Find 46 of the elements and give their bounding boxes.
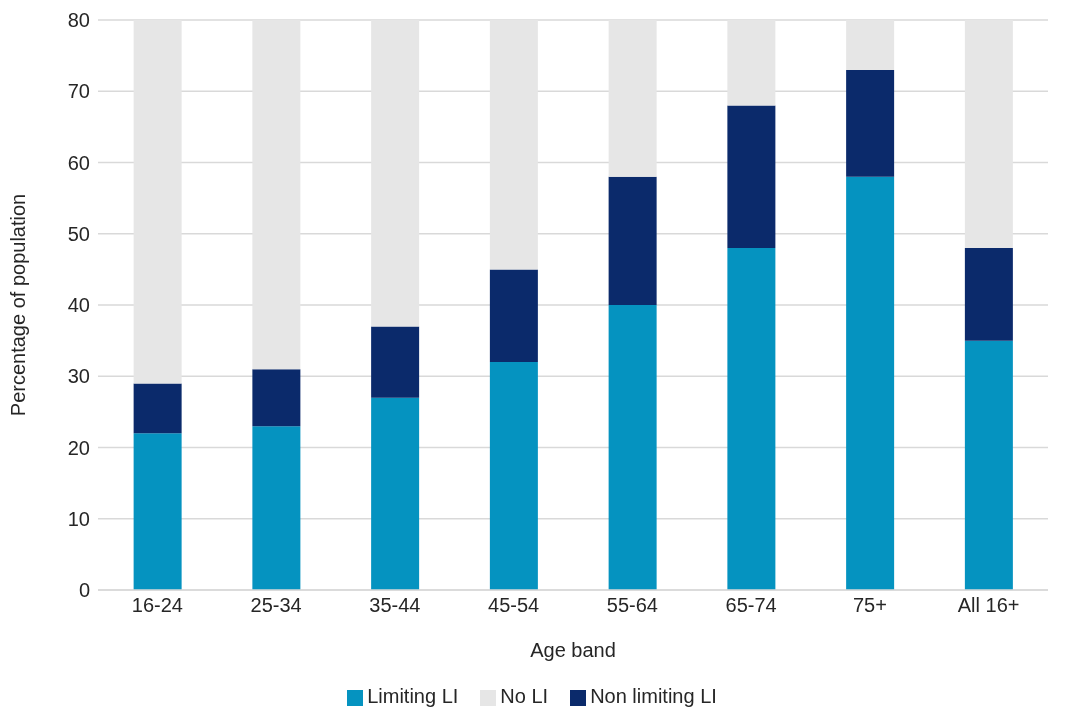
x-tick-label: 25-34 xyxy=(250,594,302,617)
legend-label: Non limiting LI xyxy=(590,685,717,707)
y-tick-label: 50 xyxy=(67,222,90,245)
x-tick-label: 75+ xyxy=(852,594,887,617)
bar xyxy=(608,20,657,177)
y-tick-label: 60 xyxy=(67,151,90,174)
bar xyxy=(964,340,1013,590)
legend-label: No LI xyxy=(500,685,549,707)
y-tick-label: 30 xyxy=(67,365,90,388)
x-tick-label: 16-24 xyxy=(131,594,183,617)
y-tick-label: 70 xyxy=(67,80,90,103)
legend-label: Limiting LI xyxy=(367,685,459,707)
bar xyxy=(489,362,538,590)
x-tick-label: 55-64 xyxy=(606,594,658,617)
bar xyxy=(727,105,776,248)
bar xyxy=(608,305,657,590)
bar xyxy=(133,383,182,434)
bar xyxy=(489,20,538,270)
x-axis-title: Age band xyxy=(530,639,616,661)
y-tick-label: 0 xyxy=(78,579,90,602)
y-tick-label: 80 xyxy=(67,9,90,32)
bar xyxy=(252,426,301,590)
bar xyxy=(964,20,1013,248)
y-tick-label: 20 xyxy=(67,436,90,459)
y-tick-label: 10 xyxy=(67,507,90,530)
bar xyxy=(252,20,301,370)
bar xyxy=(727,248,776,590)
y-tick-label: 40 xyxy=(67,294,90,317)
bar xyxy=(489,269,538,362)
y-axis-title: Percentage of population xyxy=(7,193,30,417)
bar xyxy=(727,20,776,106)
bar xyxy=(371,326,420,398)
bar xyxy=(846,69,895,177)
bar xyxy=(964,248,1013,341)
bar xyxy=(371,20,420,327)
x-tick-label: 35-44 xyxy=(369,594,421,617)
x-tick-label: 65-74 xyxy=(725,594,777,617)
bar xyxy=(252,369,301,427)
x-tick-label: All 16+ xyxy=(957,594,1020,617)
bar xyxy=(371,397,420,590)
bar xyxy=(846,20,895,70)
bar xyxy=(133,433,182,590)
bar xyxy=(846,176,895,590)
bar xyxy=(608,176,657,305)
x-tick-label: 45-54 xyxy=(488,594,540,617)
bar xyxy=(133,20,182,384)
